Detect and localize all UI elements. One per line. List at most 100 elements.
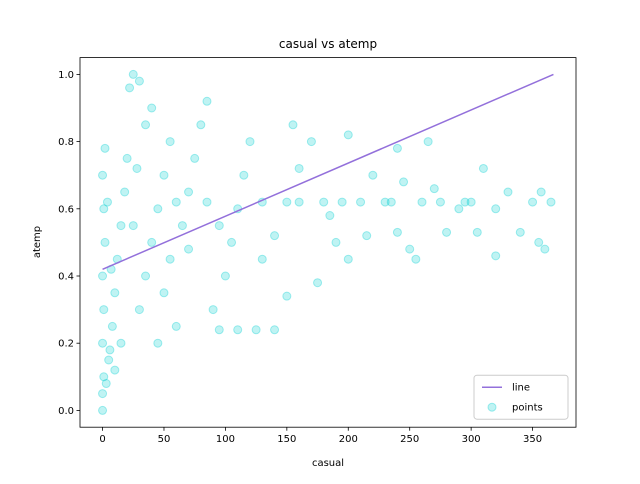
x-tick-label: 100: [216, 434, 235, 445]
y-axis-label: atemp: [32, 226, 43, 258]
point: [233, 325, 243, 335]
x-tick-label: 150: [277, 434, 296, 445]
x-axis-label: casual: [312, 458, 344, 469]
legend: line points: [473, 374, 569, 420]
point: [442, 227, 452, 237]
x-tick-label: 250: [400, 434, 419, 445]
y-tick-label: 0.4: [58, 272, 74, 283]
legend-label: line: [512, 383, 530, 394]
point: [128, 221, 138, 231]
point: [110, 365, 120, 375]
chart-title: casual vs atemp: [279, 37, 377, 51]
point: [362, 231, 372, 241]
point: [540, 244, 550, 254]
point: [239, 170, 249, 180]
point: [147, 103, 157, 113]
point: [454, 204, 464, 214]
point: [460, 197, 470, 207]
y-tick-label: 0.6: [58, 204, 74, 215]
point: [257, 254, 267, 264]
point: [165, 137, 175, 147]
point: [306, 137, 316, 147]
point: [368, 170, 378, 180]
point: [392, 227, 402, 237]
point: [141, 271, 151, 281]
x-tick-label: 300: [462, 434, 481, 445]
point: [104, 355, 114, 365]
point: [99, 204, 109, 214]
x-tick-label: 0: [99, 434, 105, 445]
point: [120, 187, 130, 197]
point: [98, 405, 108, 415]
point: [245, 137, 255, 147]
point: [98, 271, 108, 281]
legend-label: points: [512, 403, 543, 414]
point: [141, 120, 151, 130]
point: [423, 137, 433, 147]
point: [102, 197, 112, 207]
legend-swatch: [487, 402, 497, 412]
point: [343, 130, 353, 140]
point: [147, 237, 157, 247]
point: [98, 338, 108, 348]
x-tick-label: 350: [523, 434, 542, 445]
y-tick-label: 0.8: [58, 137, 74, 148]
point: [288, 120, 298, 130]
x-tick-label: 200: [339, 434, 358, 445]
point: [337, 197, 347, 207]
point: [466, 197, 476, 207]
point: [153, 338, 163, 348]
point: [399, 177, 409, 187]
point: [270, 325, 280, 335]
point: [202, 96, 212, 106]
point: [98, 389, 108, 399]
point: [405, 244, 415, 254]
point: [534, 237, 544, 247]
x-tick-label: 50: [158, 434, 171, 445]
point: [101, 379, 111, 389]
point: [220, 271, 230, 281]
y-tick-label: 1.0: [58, 70, 74, 81]
plot-frame: [79, 57, 577, 428]
point: [491, 251, 501, 261]
point: [251, 325, 261, 335]
y-tick-label: 0.2: [58, 339, 74, 350]
point: [515, 227, 525, 237]
point: [184, 187, 194, 197]
point: [411, 254, 421, 264]
point: [100, 237, 110, 247]
point: [171, 321, 181, 331]
point: [325, 211, 335, 221]
point: [159, 170, 169, 180]
point: [98, 170, 108, 180]
point: [392, 143, 402, 153]
point: [105, 345, 115, 355]
point: [270, 231, 280, 241]
point: [227, 237, 237, 247]
point: [165, 254, 175, 264]
point: [116, 338, 126, 348]
trend-line: [102, 73, 554, 270]
point: [282, 197, 292, 207]
legend-box: [473, 374, 569, 420]
point: [128, 69, 138, 79]
point: [134, 305, 144, 315]
point: [380, 197, 390, 207]
point: [196, 120, 206, 130]
point: [153, 204, 163, 214]
point: [110, 288, 120, 298]
point: [478, 163, 488, 173]
point: [99, 305, 109, 315]
point: [208, 305, 218, 315]
point: [171, 197, 181, 207]
point: [100, 143, 110, 153]
point: [491, 204, 501, 214]
point: [134, 76, 144, 86]
point: [546, 197, 556, 207]
point: [214, 325, 224, 335]
point: [429, 184, 439, 194]
point: [503, 187, 513, 197]
point: [122, 153, 132, 163]
